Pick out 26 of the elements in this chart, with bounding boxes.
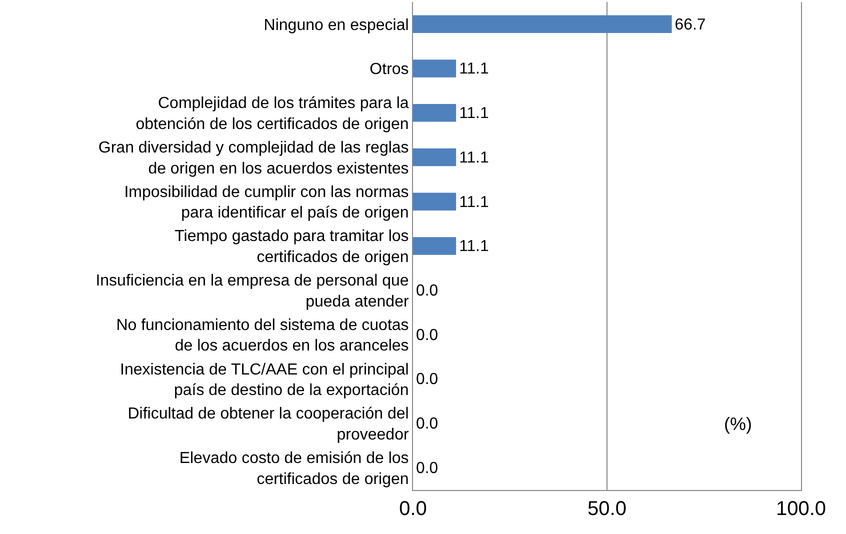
y-tick-label: Imposibilidad de cumplir con las normas para identificar el país de origen <box>124 184 409 222</box>
y-tick-label: Dificultad de obtener la cooperación del proveedor <box>128 406 410 444</box>
annotation: (%) <box>724 414 752 434</box>
y-tick-label: Otros <box>370 61 409 78</box>
data-label: 11.1 <box>459 238 489 256</box>
x-tick-label: 100.0 <box>776 498 826 520</box>
data-label: 11.1 <box>459 149 489 166</box>
data-label: 11.1 <box>459 194 489 211</box>
y-tick-label: No funcionamiento del sistema de cuotas de los acuerdos en los aranceles <box>116 316 409 355</box>
data-label: 0.0 <box>416 326 438 344</box>
data-label: 0.0 <box>416 282 438 300</box>
y-tick-label: Tiempo gastado para tramitar los certificados de origen <box>174 228 409 266</box>
data-label: 0.0 <box>416 460 438 477</box>
y-tick-label: Complejidad de los trámites para la obtención de los certificados de origen <box>136 95 409 133</box>
x-tick-label: 0.0 <box>399 498 427 520</box>
y-tick-label: Ninguno en especial <box>264 16 409 34</box>
x-tick-label: 50.0 <box>588 498 626 520</box>
y-tick-label: Elevado costo de emisión de los certificados de origen <box>179 450 409 488</box>
data-label: 0.0 <box>416 371 438 388</box>
y-tick-label: Gran diversidad y complejidad de las reglas de origen en los acuerdos existentes <box>98 139 409 178</box>
y-tick-label: Insuficiencia en la empresa de personal que pueda atender <box>96 272 410 310</box>
data-label: 11.1 <box>459 60 489 78</box>
data-label: 0.0 <box>416 416 438 433</box>
data-label: 11.1 <box>459 105 489 122</box>
y-tick-label: Inexistencia de TLC/AAE con el principal país de destino de la exportación <box>120 361 409 400</box>
data-label: 66.7 <box>674 16 706 34</box>
